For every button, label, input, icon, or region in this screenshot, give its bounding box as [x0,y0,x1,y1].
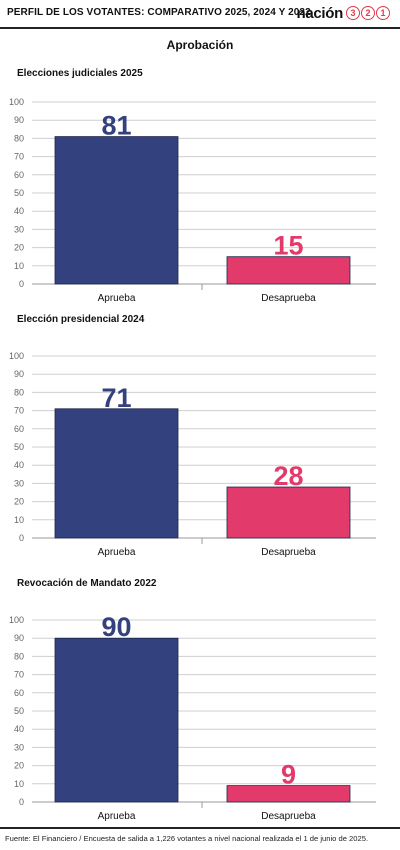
logo-word: nación [296,4,343,22]
main-title: Aprobación [166,38,234,52]
y-tick-label: 70 [14,406,24,416]
chart-2025: 0 10 20 30 40 50 60 70 80 90 100 81 Aprueba 15 Desapru… [9,97,376,304]
y-tick-label: 40 [14,460,24,470]
y-tick-label: 30 [14,478,24,488]
chart-title-2025: Elecciones judiciales 2025 [17,68,143,79]
y-tick-label: 0 [19,279,24,289]
chart-title-2024: Elección presidencial 2024 [17,314,145,325]
y-tick-label: 50 [14,706,24,716]
value-label: 15 [273,231,303,261]
category-label: Desaprueba [261,547,316,558]
y-tick-label: 30 [14,742,24,752]
y-tick-label: 30 [14,224,24,234]
footer-divider [0,827,400,829]
y-tick-label: 60 [14,688,24,698]
brand-logo: nación 3 2 1 [296,4,390,22]
y-tick-label: 90 [14,369,24,379]
y-tick-label: 10 [14,515,24,525]
category-label: Desaprueba [261,811,316,822]
y-tick-label: 80 [14,133,24,143]
y-tick-label: 80 [14,651,24,661]
value-label: 81 [101,111,131,141]
y-tick-label: 50 [14,188,24,198]
value-label: 28 [273,461,303,491]
y-tick-label: 80 [14,387,24,397]
bar-desaprueba [226,785,351,803]
chart-2022: 0 10 20 30 40 50 60 70 80 90 100 90 Aprueba 9 Desaprue… [9,612,376,822]
category-label: Aprueba [98,547,136,558]
logo-digit-3: 1 [376,6,390,20]
y-tick-label: 100 [9,615,24,625]
bar-aprueba [54,136,179,285]
value-label: 71 [101,383,131,413]
y-tick-label: 0 [19,797,24,807]
bar-desaprueba [226,486,351,539]
y-tick-label: 50 [14,442,24,452]
y-tick-label: 40 [14,206,24,216]
y-tick-label: 20 [14,761,24,771]
category-label: Desaprueba [261,293,316,304]
category-label: Aprueba [98,293,136,304]
header-title: PERFIL DE LOS VOTANTES: COMPARATIVO 2025… [7,7,311,18]
header-bar: PERFIL DE LOS VOTANTES: COMPARATIVO 2025… [0,0,400,29]
bar-aprueba [54,408,179,539]
y-tick-label: 100 [9,97,24,107]
chart-title-2022: Revocación de Mandato 2022 [17,578,157,589]
y-tick-label: 20 [14,497,24,507]
value-label: 90 [101,612,131,642]
bar-desaprueba [226,256,351,285]
y-tick-label: 60 [14,170,24,180]
y-tick-label: 0 [19,533,24,543]
y-tick-label: 10 [14,779,24,789]
value-label: 9 [281,760,296,790]
y-tick-label: 70 [14,152,24,162]
logo-digit-2: 2 [361,6,375,20]
y-tick-label: 60 [14,424,24,434]
source-note: Fuente: El Financiero / Encuesta de sali… [5,834,369,843]
y-tick-label: 40 [14,724,24,734]
logo-digit-1: 3 [346,6,360,20]
y-tick-label: 20 [14,243,24,253]
y-tick-label: 70 [14,670,24,680]
y-tick-label: 90 [14,633,24,643]
chart-2024: 0 10 20 30 40 50 60 70 80 90 100 71 Aprueba 28 Desapru… [9,351,376,558]
category-label: Aprueba [98,811,136,822]
bar-aprueba [54,637,179,803]
y-tick-label: 90 [14,115,24,125]
y-tick-label: 100 [9,351,24,361]
y-tick-label: 10 [14,261,24,271]
